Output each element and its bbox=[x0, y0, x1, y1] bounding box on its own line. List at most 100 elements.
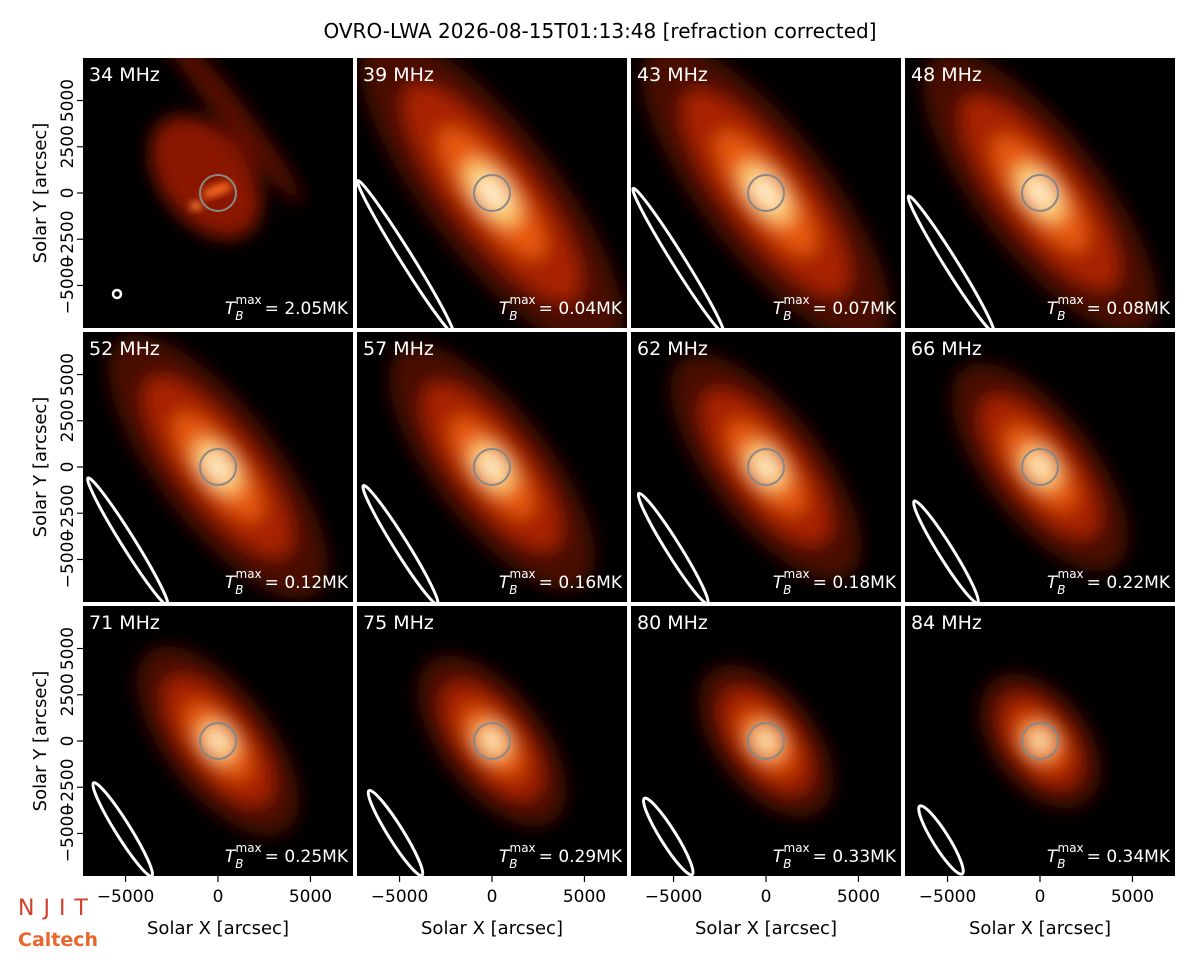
y-tick-label: 0 bbox=[58, 736, 78, 747]
beam bbox=[917, 804, 965, 876]
x-tick-label: 0 bbox=[213, 887, 224, 907]
emission bbox=[670, 353, 862, 581]
tmax-value: = 0.22MK bbox=[1087, 573, 1171, 593]
x-axis-label: Solar X [arcsec] bbox=[969, 918, 1111, 939]
y-tick-label: −2500 bbox=[58, 758, 78, 816]
emission bbox=[1027, 179, 1053, 207]
x-axis-label: Solar X [arcsec] bbox=[695, 918, 837, 939]
emission bbox=[190, 202, 202, 210]
image bbox=[631, 606, 901, 876]
emission bbox=[1032, 733, 1048, 749]
panel-label: 34 MHz bbox=[89, 64, 160, 86]
emission bbox=[206, 454, 230, 480]
tmax-value: = 0.34MK bbox=[1087, 847, 1171, 867]
beam bbox=[111, 288, 123, 300]
tmax-value: = 0.07MK bbox=[813, 299, 897, 319]
emission bbox=[153, 58, 304, 204]
tb-sub: B bbox=[783, 583, 791, 597]
image bbox=[357, 332, 627, 602]
emission bbox=[758, 733, 774, 749]
x-tick-label: 0 bbox=[1035, 887, 1046, 907]
tb-symbol: T bbox=[773, 299, 785, 319]
panel: 43 MHz TBmax = 0.07MK bbox=[631, 58, 901, 328]
y-tick-label: 0 bbox=[58, 462, 78, 473]
y-axis-label: Solar Y [arcsec] bbox=[30, 671, 51, 812]
x-axis-label: Solar X [arcsec] bbox=[147, 918, 289, 939]
image bbox=[905, 58, 1175, 328]
emission bbox=[136, 646, 300, 836]
x-tick-label: −5000 bbox=[97, 887, 155, 907]
panel-label: 75 MHz bbox=[363, 612, 434, 634]
beam bbox=[912, 499, 980, 602]
emission bbox=[922, 58, 1158, 328]
beam bbox=[91, 781, 155, 876]
tb-sub: B bbox=[235, 583, 243, 597]
tb-symbol: T bbox=[499, 847, 511, 867]
solar-disk bbox=[1021, 174, 1059, 212]
solar-disk bbox=[1021, 448, 1059, 486]
panel-label: 62 MHz bbox=[637, 338, 708, 360]
x-tick-label: 5000 bbox=[1111, 887, 1154, 907]
image bbox=[905, 332, 1175, 602]
tmax-label: TBmax = 0.07MK bbox=[773, 293, 897, 323]
emission bbox=[951, 362, 1129, 572]
tb-sup: max bbox=[236, 841, 262, 855]
tb-sub: B bbox=[509, 309, 517, 323]
y-tick-label: 5000 bbox=[58, 353, 78, 396]
y-tick-label: 2500 bbox=[58, 399, 78, 442]
panel-label: 84 MHz bbox=[911, 612, 982, 634]
panel: 62 MHz TBmax = 0.18MK bbox=[631, 332, 901, 602]
image bbox=[905, 606, 1175, 876]
solar-disk bbox=[473, 174, 511, 212]
tb-symbol: T bbox=[1047, 573, 1059, 593]
tb-symbol: T bbox=[499, 573, 511, 593]
tmax-label: TBmax = 0.22MK bbox=[1047, 567, 1171, 597]
emission bbox=[483, 732, 501, 750]
tb-sub: B bbox=[1057, 309, 1065, 323]
image bbox=[631, 332, 901, 602]
x-tick-label: 5000 bbox=[563, 887, 606, 907]
emission bbox=[698, 664, 834, 818]
emission bbox=[417, 655, 567, 827]
beam bbox=[636, 491, 710, 602]
emission bbox=[480, 454, 504, 480]
beam bbox=[641, 796, 695, 876]
logo-caltech: Caltech bbox=[18, 929, 98, 951]
beam bbox=[366, 788, 425, 876]
y-tick-label: 5000 bbox=[58, 627, 78, 670]
tb-sup: max bbox=[1058, 841, 1084, 855]
solar-disk bbox=[199, 174, 237, 212]
y-tick-label: 0 bbox=[58, 188, 78, 199]
tb-symbol: T bbox=[225, 299, 237, 319]
tmax-label: TBmax = 0.16MK bbox=[499, 567, 623, 597]
y-axis-label: Solar Y [arcsec] bbox=[30, 397, 51, 538]
panel-label: 57 MHz bbox=[363, 338, 434, 360]
tb-sup: max bbox=[236, 567, 262, 581]
tb-symbol: T bbox=[1047, 847, 1059, 867]
y-tick-label: −5000 bbox=[58, 257, 78, 315]
tb-sup: max bbox=[510, 293, 536, 307]
tmax-value: = 0.25MK bbox=[265, 847, 349, 867]
tb-sub: B bbox=[509, 583, 517, 597]
tb-sub: B bbox=[1057, 857, 1065, 871]
image bbox=[83, 606, 353, 876]
beam bbox=[361, 484, 440, 602]
x-axis-label: Solar X [arcsec] bbox=[421, 918, 563, 939]
solar-disk bbox=[747, 722, 785, 760]
emission bbox=[753, 178, 779, 208]
emission bbox=[641, 58, 891, 328]
tmax-label: TBmax = 0.08MK bbox=[1047, 293, 1171, 323]
tb-sup: max bbox=[784, 841, 810, 855]
x-tick-label: −5000 bbox=[371, 887, 429, 907]
panel-label: 80 MHz bbox=[637, 612, 708, 634]
tmax-label: TBmax = 0.12MK bbox=[225, 567, 349, 597]
tb-symbol: T bbox=[773, 573, 785, 593]
emission bbox=[389, 344, 595, 590]
y-tick-label: −2500 bbox=[58, 484, 78, 542]
image bbox=[631, 58, 901, 328]
image bbox=[83, 58, 353, 328]
emission bbox=[478, 177, 506, 209]
tmax-label: TBmax = 0.29MK bbox=[499, 841, 623, 871]
